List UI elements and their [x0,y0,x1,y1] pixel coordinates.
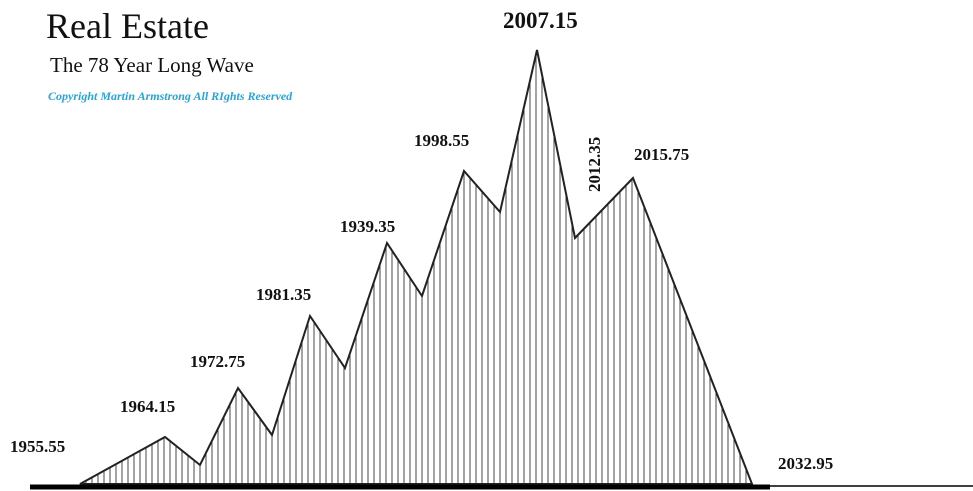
label: 2007.15 [503,8,578,33]
label: 2032.95 [778,454,833,473]
title: Real Estate [46,6,209,46]
label: 2015.75 [634,145,689,164]
label: 1998.55 [414,131,469,150]
subtitle: The 78 Year Long Wave [50,53,254,77]
copyright: Copyright Martin Armstrong All RIghts Re… [48,89,293,103]
label: 1964.15 [120,397,175,416]
label: 1972.75 [190,352,245,371]
label: 2012.35 [585,137,604,192]
label: 1955.55 [10,437,65,456]
label: 1981.35 [256,285,311,304]
label: 1939.35 [340,217,395,236]
wave [79,49,754,485]
